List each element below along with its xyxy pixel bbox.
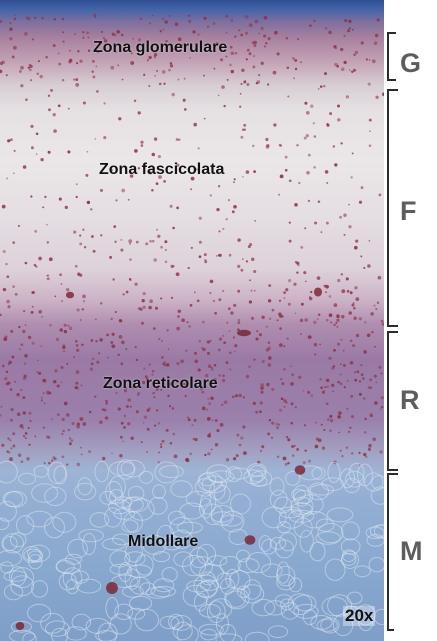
zone-letter-m: M: [400, 536, 423, 566]
bracket-r: [387, 331, 398, 471]
zone-letter-g: G: [400, 48, 422, 78]
label-midollare: Midollare: [128, 533, 199, 550]
bracket-lines: [387, 32, 398, 631]
adrenal-cortex-micrograph: [0, 0, 384, 641]
zone-bracket-strip: [384, 0, 437, 641]
label-zona-glomerulare: Zona glomerulare: [93, 39, 228, 56]
bracket-f: [387, 89, 398, 327]
bracket-m: [387, 473, 398, 631]
zone-letter-f: F: [400, 196, 417, 226]
label-zona-reticolare: Zona reticolare: [103, 375, 218, 392]
tissue-texture: [0, 13, 384, 641]
magnification-label: 20x: [343, 606, 376, 626]
zone-letter-r: R: [400, 385, 420, 415]
bracket-g: [387, 32, 396, 81]
label-zona-fascicolata: Zona fascicolata: [99, 161, 225, 178]
